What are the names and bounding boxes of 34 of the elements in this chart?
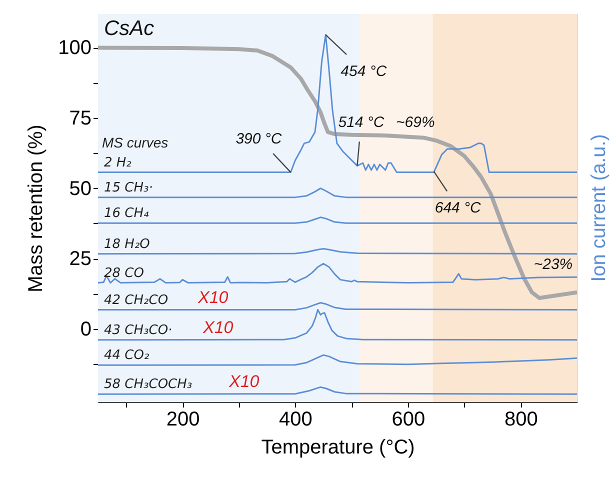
annotation: 514 °C (338, 114, 384, 131)
x-axis-title: Temperature (°C) (261, 436, 415, 458)
annotation: X10 (197, 288, 229, 307)
series-label: 28 CO (104, 266, 144, 281)
annotation: MS curves (102, 134, 168, 150)
x-tick-label: 600 (392, 408, 426, 430)
line-series (98, 34, 577, 174)
series-label: 18 H₂O (104, 236, 150, 252)
annotation: 454 °C (340, 62, 387, 80)
y-tick-label: 75 (69, 108, 92, 130)
series-label: 2 H₂ (104, 155, 132, 170)
series-label: 42 CH₂CO (104, 292, 168, 308)
annotation: ~23% (534, 256, 573, 273)
series-label: 15 CH₃· (104, 180, 153, 196)
chart-title: CsAc (104, 17, 155, 40)
annotation: X10 (228, 372, 260, 392)
annotation: X10 (202, 318, 234, 337)
y-tick-label: 50 (69, 178, 92, 200)
x-tick-label: 800 (504, 408, 538, 430)
y-tick-label: 0 (80, 318, 92, 340)
series-label: 58 CH₃COCH₃ (104, 377, 192, 392)
y-axis-title: Mass retention (%) (25, 124, 48, 292)
annotation: 390 °C (236, 130, 282, 148)
line-series (98, 309, 577, 341)
y-tick-label: 100 (58, 37, 92, 60)
y-tick-label: 25 (69, 248, 92, 270)
series-label: 43 CH₃CO· (104, 322, 172, 338)
series-label: 44 CO₂ (104, 348, 150, 364)
series-label: 16 CH₄ (104, 206, 150, 222)
annotation: ~69% (396, 114, 435, 131)
x-tick-label: 400 (279, 408, 312, 430)
annotation: 644 °C (434, 199, 482, 216)
x-tick-label: 200 (166, 408, 200, 430)
y2-axis-title: Ion current (a.u.) (588, 134, 610, 282)
